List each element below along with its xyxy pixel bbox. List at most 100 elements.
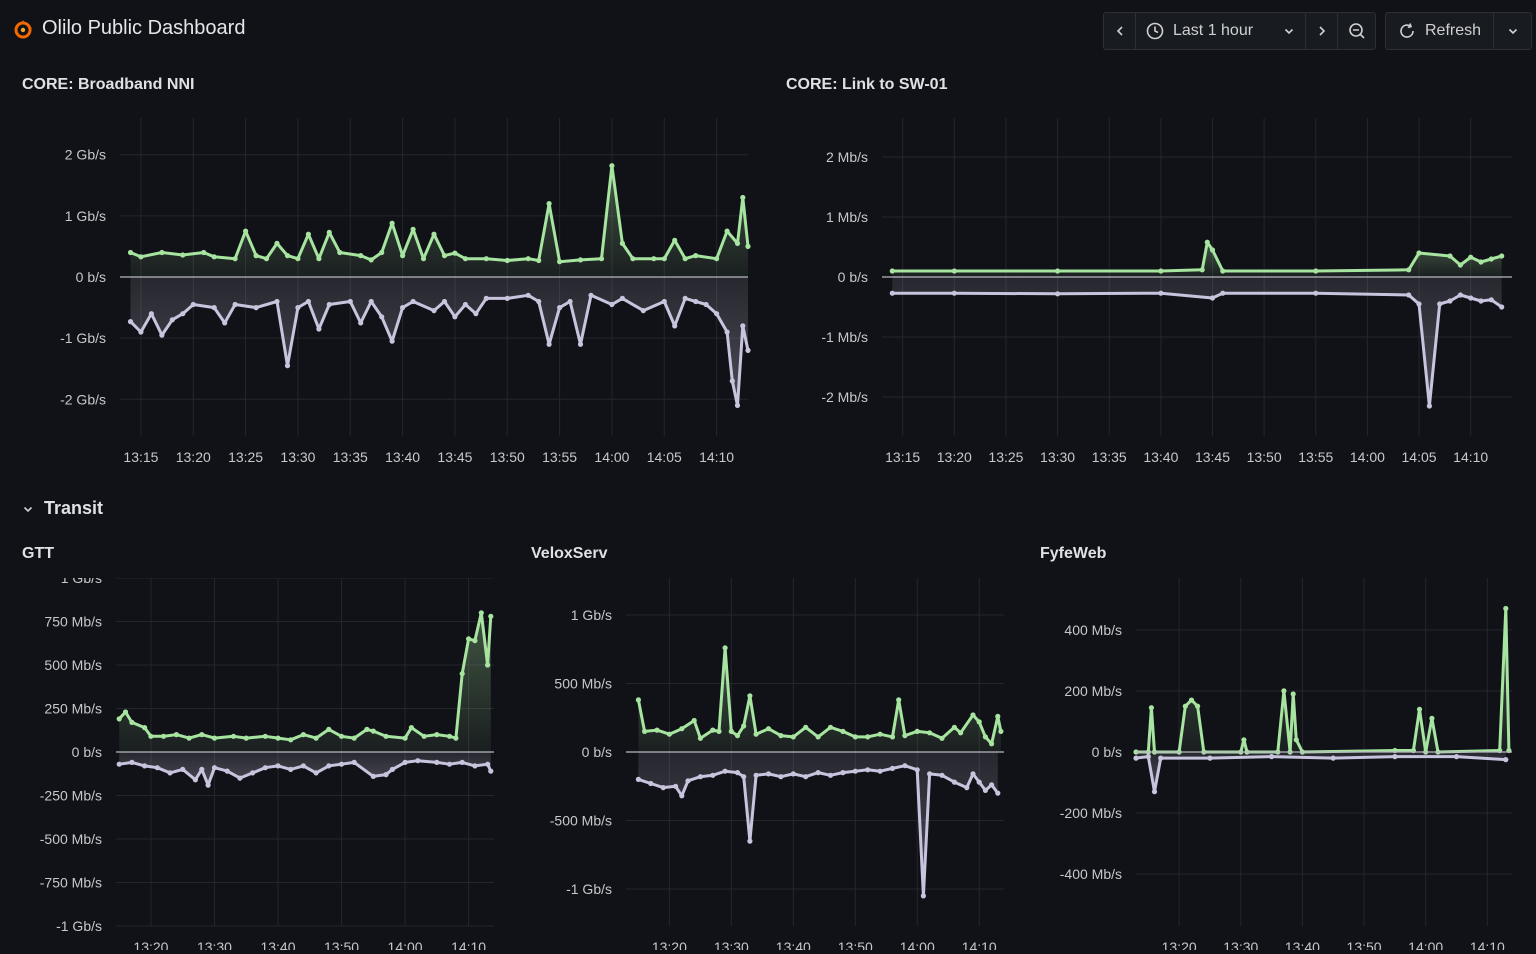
out-point <box>778 774 784 780</box>
refresh-label: Refresh <box>1424 22 1482 39</box>
row-toggle-transit[interactable]: Transit <box>22 498 103 519</box>
panel-title-core-nni[interactable]: CORE: Broadband NNI <box>22 76 195 93</box>
in-point <box>1468 254 1474 260</box>
in-point <box>598 256 605 262</box>
out-point <box>441 298 448 305</box>
x-tick-label: 14:10 <box>1470 939 1505 950</box>
out-series-line <box>118 759 493 787</box>
in-point <box>446 733 453 739</box>
x-tick-label: 14:00 <box>900 939 935 950</box>
out-point <box>619 295 626 301</box>
in-point <box>232 256 238 262</box>
x-tick-label: 13:50 <box>1347 939 1382 950</box>
out-point <box>951 290 957 296</box>
out-point <box>224 768 230 774</box>
in-point <box>753 731 759 737</box>
y-tick-label: 250 Mb/s <box>44 701 102 717</box>
panel-title-gtt[interactable]: GTT <box>22 545 54 562</box>
in-point <box>370 728 376 734</box>
out-point <box>546 341 552 347</box>
x-tick-label: 13:40 <box>776 939 811 950</box>
time-back-button[interactable] <box>1104 13 1136 49</box>
in-point <box>691 717 697 724</box>
out-point <box>1437 301 1443 307</box>
y-tick-label: 0 b/s <box>76 269 106 285</box>
out-point <box>1503 757 1509 763</box>
in-point <box>129 719 135 725</box>
out-point <box>274 298 280 305</box>
in-point <box>295 256 301 262</box>
out-point <box>1447 298 1453 304</box>
out-point <box>1158 755 1164 761</box>
chart-core-sw01[interactable]: 2 Mb/s 1 Mb/s 0 b/s -1 Mb/s -2 Mb/s 13:15 13:2… <box>764 110 1536 482</box>
y-tick-label: 500 Mb/s <box>44 657 102 673</box>
in-point <box>740 194 746 201</box>
x-tick-label: 14:05 <box>1402 449 1437 465</box>
in-point <box>1055 268 1061 274</box>
y-tick-label: 0 b/s <box>1092 744 1122 760</box>
chart-gtt[interactable]: 1 Gb/s 750 Mb/s 500 Mb/s 250 Mb/s 0 b/s -250 … <box>0 578 510 950</box>
out-point <box>485 761 491 767</box>
out-point <box>1488 297 1494 303</box>
out-point <box>1209 295 1216 301</box>
out-point <box>803 774 809 780</box>
in-point <box>138 254 144 260</box>
in-point <box>1158 268 1164 274</box>
out-point <box>827 772 834 778</box>
out-point <box>148 311 154 317</box>
out-point <box>525 292 531 298</box>
x-tick-label: 13:35 <box>333 449 368 465</box>
out-point <box>877 768 883 774</box>
x-tick-label: 13:20 <box>652 939 687 950</box>
in-point <box>1204 239 1210 245</box>
time-range-picker[interactable]: Last 1 hour <box>1136 13 1306 49</box>
panel-title-core-sw01[interactable]: CORE: Link to SW-01 <box>786 76 948 93</box>
out-point <box>745 347 751 353</box>
out-point <box>434 759 440 765</box>
in-series-area <box>119 612 491 752</box>
refresh-interval-dropdown[interactable] <box>1494 13 1531 49</box>
in-point <box>697 735 703 741</box>
x-tick-label: 13:30 <box>280 449 315 465</box>
in-point <box>728 728 734 734</box>
time-forward-button[interactable] <box>1306 13 1338 49</box>
x-tick-label: 14:00 <box>594 449 629 465</box>
in-point <box>199 732 205 738</box>
x-tick-label: 13:45 <box>1195 449 1230 465</box>
in-point <box>951 724 957 730</box>
in-point <box>1209 247 1216 253</box>
x-tick-label: 13:30 <box>1040 449 1075 465</box>
in-point <box>803 724 809 730</box>
in-point <box>724 228 730 234</box>
x-tick-label: 13:20 <box>133 939 168 950</box>
panel-title-fyfeweb[interactable]: FyfeWeb <box>1040 545 1107 562</box>
in-point <box>462 256 468 262</box>
out-point <box>473 311 479 317</box>
dashboard-header: Olilo Public Dashboard Last 1 hour Refre… <box>0 0 1536 62</box>
dashboard-title: Olilo Public Dashboard <box>42 17 246 39</box>
in-point <box>288 737 294 743</box>
refresh-button[interactable]: Refresh <box>1386 13 1494 49</box>
time-picker-group: Last 1 hour <box>1103 12 1376 50</box>
chart-veloxserv[interactable]: 1 Gb/s 500 Mb/s 0 b/s -500 Mb/s -1 Gb/s 13:20… <box>510 578 1020 950</box>
clock-icon <box>1146 22 1164 40</box>
in-point <box>865 734 871 740</box>
x-tick-label: 14:00 <box>1350 449 1385 465</box>
chart-core-nni[interactable]: 2 Gb/s 1 Gb/s 0 b/s -1 Gb/s -2 Gb/s 13:15 13:2… <box>0 110 760 482</box>
y-tick-label: 750 Mb/s <box>44 614 102 630</box>
in-point <box>364 726 370 732</box>
panel-title-veloxserv[interactable]: VeloxServ <box>531 545 608 562</box>
y-tick-label: -500 Mb/s <box>40 831 102 847</box>
out-point <box>338 761 345 767</box>
in-point <box>441 253 448 259</box>
in-point <box>1429 715 1435 721</box>
chart-fyfeweb[interactable]: 400 Mb/s 200 Mb/s 0 b/s -200 Mb/s -400 Mb/s 1… <box>1020 578 1536 950</box>
in-point <box>714 256 720 262</box>
grafana-logo-icon[interactable] <box>12 19 34 41</box>
in-point <box>1281 688 1287 694</box>
out-series-line <box>892 291 1503 408</box>
zoom-out-button[interactable] <box>1338 13 1375 49</box>
in-series-area <box>638 647 1001 752</box>
in-point <box>666 731 672 737</box>
in-point <box>927 730 933 736</box>
